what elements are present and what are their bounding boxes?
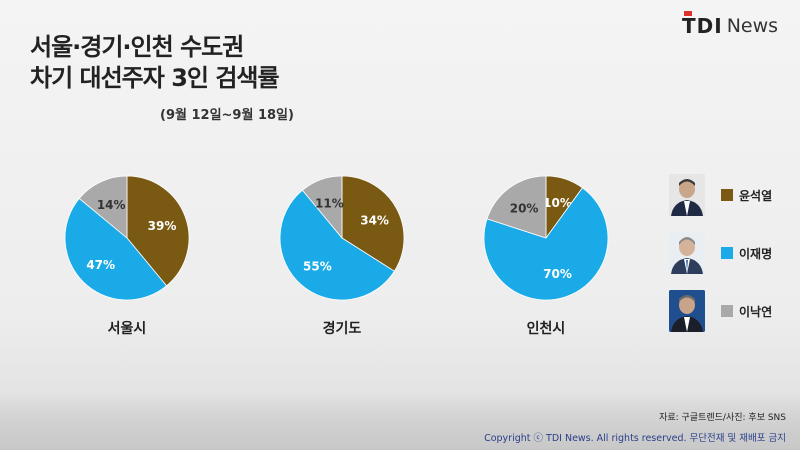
- logo-news-text: News: [726, 15, 779, 37]
- pie-slice-lee-ny: [486, 175, 547, 239]
- legend-swatch-yoon: [721, 189, 733, 201]
- legend-label-lee-jm: 이재명: [739, 246, 773, 261]
- tdi-news-logo: TDI News: [682, 11, 779, 38]
- candidate-photo-icon: [669, 290, 705, 332]
- pie-data-label-lee-ny: 11%: [315, 197, 344, 211]
- candidate-photo-icon: [669, 232, 705, 274]
- legend-label-yoon: 윤석열: [739, 188, 773, 203]
- pie-label-incheon: 인천시: [526, 321, 566, 337]
- legend-swatch-lee-ny: [721, 305, 733, 317]
- pie-slice-yoon: [126, 175, 190, 287]
- pie-data-label-yoon: 34%: [360, 214, 389, 228]
- pie-data-label-lee-jm: 55%: [303, 259, 332, 273]
- pie-slice-lee-ny: [301, 175, 343, 240]
- title-line-2: 차기 대선주자 3인 검색률: [30, 64, 280, 92]
- pie-label-gyeonggi: 경기도: [322, 321, 362, 337]
- legend-item-yoon: 윤석열: [669, 174, 772, 216]
- pie-data-label-yoon: 10%: [543, 196, 572, 210]
- pie-slice-lee-jm: [279, 189, 395, 301]
- source-note: 자료: 구글트렌드/사진: 후보 SNS: [659, 413, 786, 423]
- copyright-notice: Copyright ⓒ TDI News. All rights reserve…: [484, 433, 786, 444]
- footer-band: [0, 392, 800, 450]
- date-range-subtitle: (9월 12일~9월 18일): [160, 108, 294, 123]
- logo-tdi-text: TDI: [682, 14, 723, 38]
- chart-title: 서울·경기·인천 수도권 차기 대선주자 3인 검색률: [30, 32, 280, 94]
- logo-accent-mark: [684, 11, 692, 16]
- legend-swatch-lee-jm: [721, 247, 733, 259]
- title-line-1: 서울·경기·인천 수도권: [30, 33, 244, 61]
- pie-data-label-lee-ny: 14%: [97, 198, 126, 212]
- pie-data-label-lee-jm: 70%: [543, 267, 572, 281]
- pie-slice-lee-ny: [78, 175, 128, 239]
- candidate-photo-icon: [669, 174, 705, 216]
- pie-data-label-lee-ny: 20%: [510, 201, 539, 215]
- legend-label-lee-ny: 이낙연: [739, 304, 773, 319]
- pie-label-seoul: 서울시: [107, 321, 147, 337]
- pie-slice-lee-jm: [483, 187, 609, 301]
- legend-item-lee-ny: 이낙연: [669, 290, 772, 332]
- pie-data-label-yoon: 39%: [148, 219, 177, 233]
- legend-item-lee-jm: 이재명: [669, 232, 772, 274]
- pie-slice-lee-jm: [64, 197, 168, 301]
- pie-data-label-lee-jm: 47%: [86, 258, 115, 272]
